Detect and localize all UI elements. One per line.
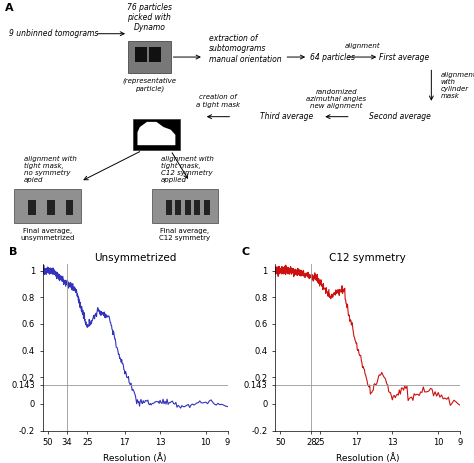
Text: Second average: Second average — [369, 112, 431, 121]
Text: (representative
particle): (representative particle) — [122, 78, 176, 92]
Text: alignment: alignment — [345, 43, 381, 49]
Text: randomized
azimuthal angles
new alignment: randomized azimuthal angles new alignmen… — [307, 88, 366, 109]
X-axis label: Resolution (Å): Resolution (Å) — [103, 453, 167, 463]
Title: Unsymmetrized: Unsymmetrized — [94, 253, 176, 263]
Text: B: B — [9, 247, 18, 257]
Bar — [204, 200, 210, 215]
Text: alignment
with
cylinder
mask: alignment with cylinder mask — [441, 72, 474, 99]
Bar — [152, 189, 218, 223]
X-axis label: Resolution (Å): Resolution (Å) — [336, 453, 399, 463]
Text: creation of
a tight mask: creation of a tight mask — [196, 94, 240, 107]
Bar — [166, 200, 172, 215]
Bar — [28, 200, 36, 215]
Text: Final average,
unsymmetrized: Final average, unsymmetrized — [20, 228, 74, 241]
Bar — [175, 200, 181, 215]
PathPatch shape — [137, 122, 175, 145]
Text: alignment with
tight mask,
C12 symmetry
applied: alignment with tight mask, C12 symmetry … — [161, 156, 214, 183]
Text: Final average,
C12 symmetry: Final average, C12 symmetry — [159, 228, 210, 241]
Text: 76 particles
picked with
Dynamo: 76 particles picked with Dynamo — [127, 3, 172, 32]
Bar — [14, 189, 81, 223]
Text: C: C — [242, 247, 250, 257]
Text: alignment with
tight mask,
no symmetry
apied: alignment with tight mask, no symmetry a… — [24, 156, 77, 183]
Bar — [66, 200, 73, 215]
Text: First average: First average — [379, 52, 429, 62]
Bar — [149, 47, 161, 62]
Bar — [133, 119, 180, 150]
Text: extraction of
subtomograms
manual orientation: extraction of subtomograms manual orient… — [209, 34, 281, 63]
Bar — [194, 200, 200, 215]
Bar — [135, 47, 147, 62]
Text: A: A — [5, 3, 13, 13]
Bar — [185, 200, 191, 215]
Bar — [47, 200, 55, 215]
Title: C12 symmetry: C12 symmetry — [329, 253, 406, 263]
Text: 9 unbinned tomograms: 9 unbinned tomograms — [9, 29, 99, 38]
Text: 64 particles: 64 particles — [310, 52, 356, 62]
Text: Third average: Third average — [260, 112, 313, 121]
Bar — [128, 42, 171, 73]
